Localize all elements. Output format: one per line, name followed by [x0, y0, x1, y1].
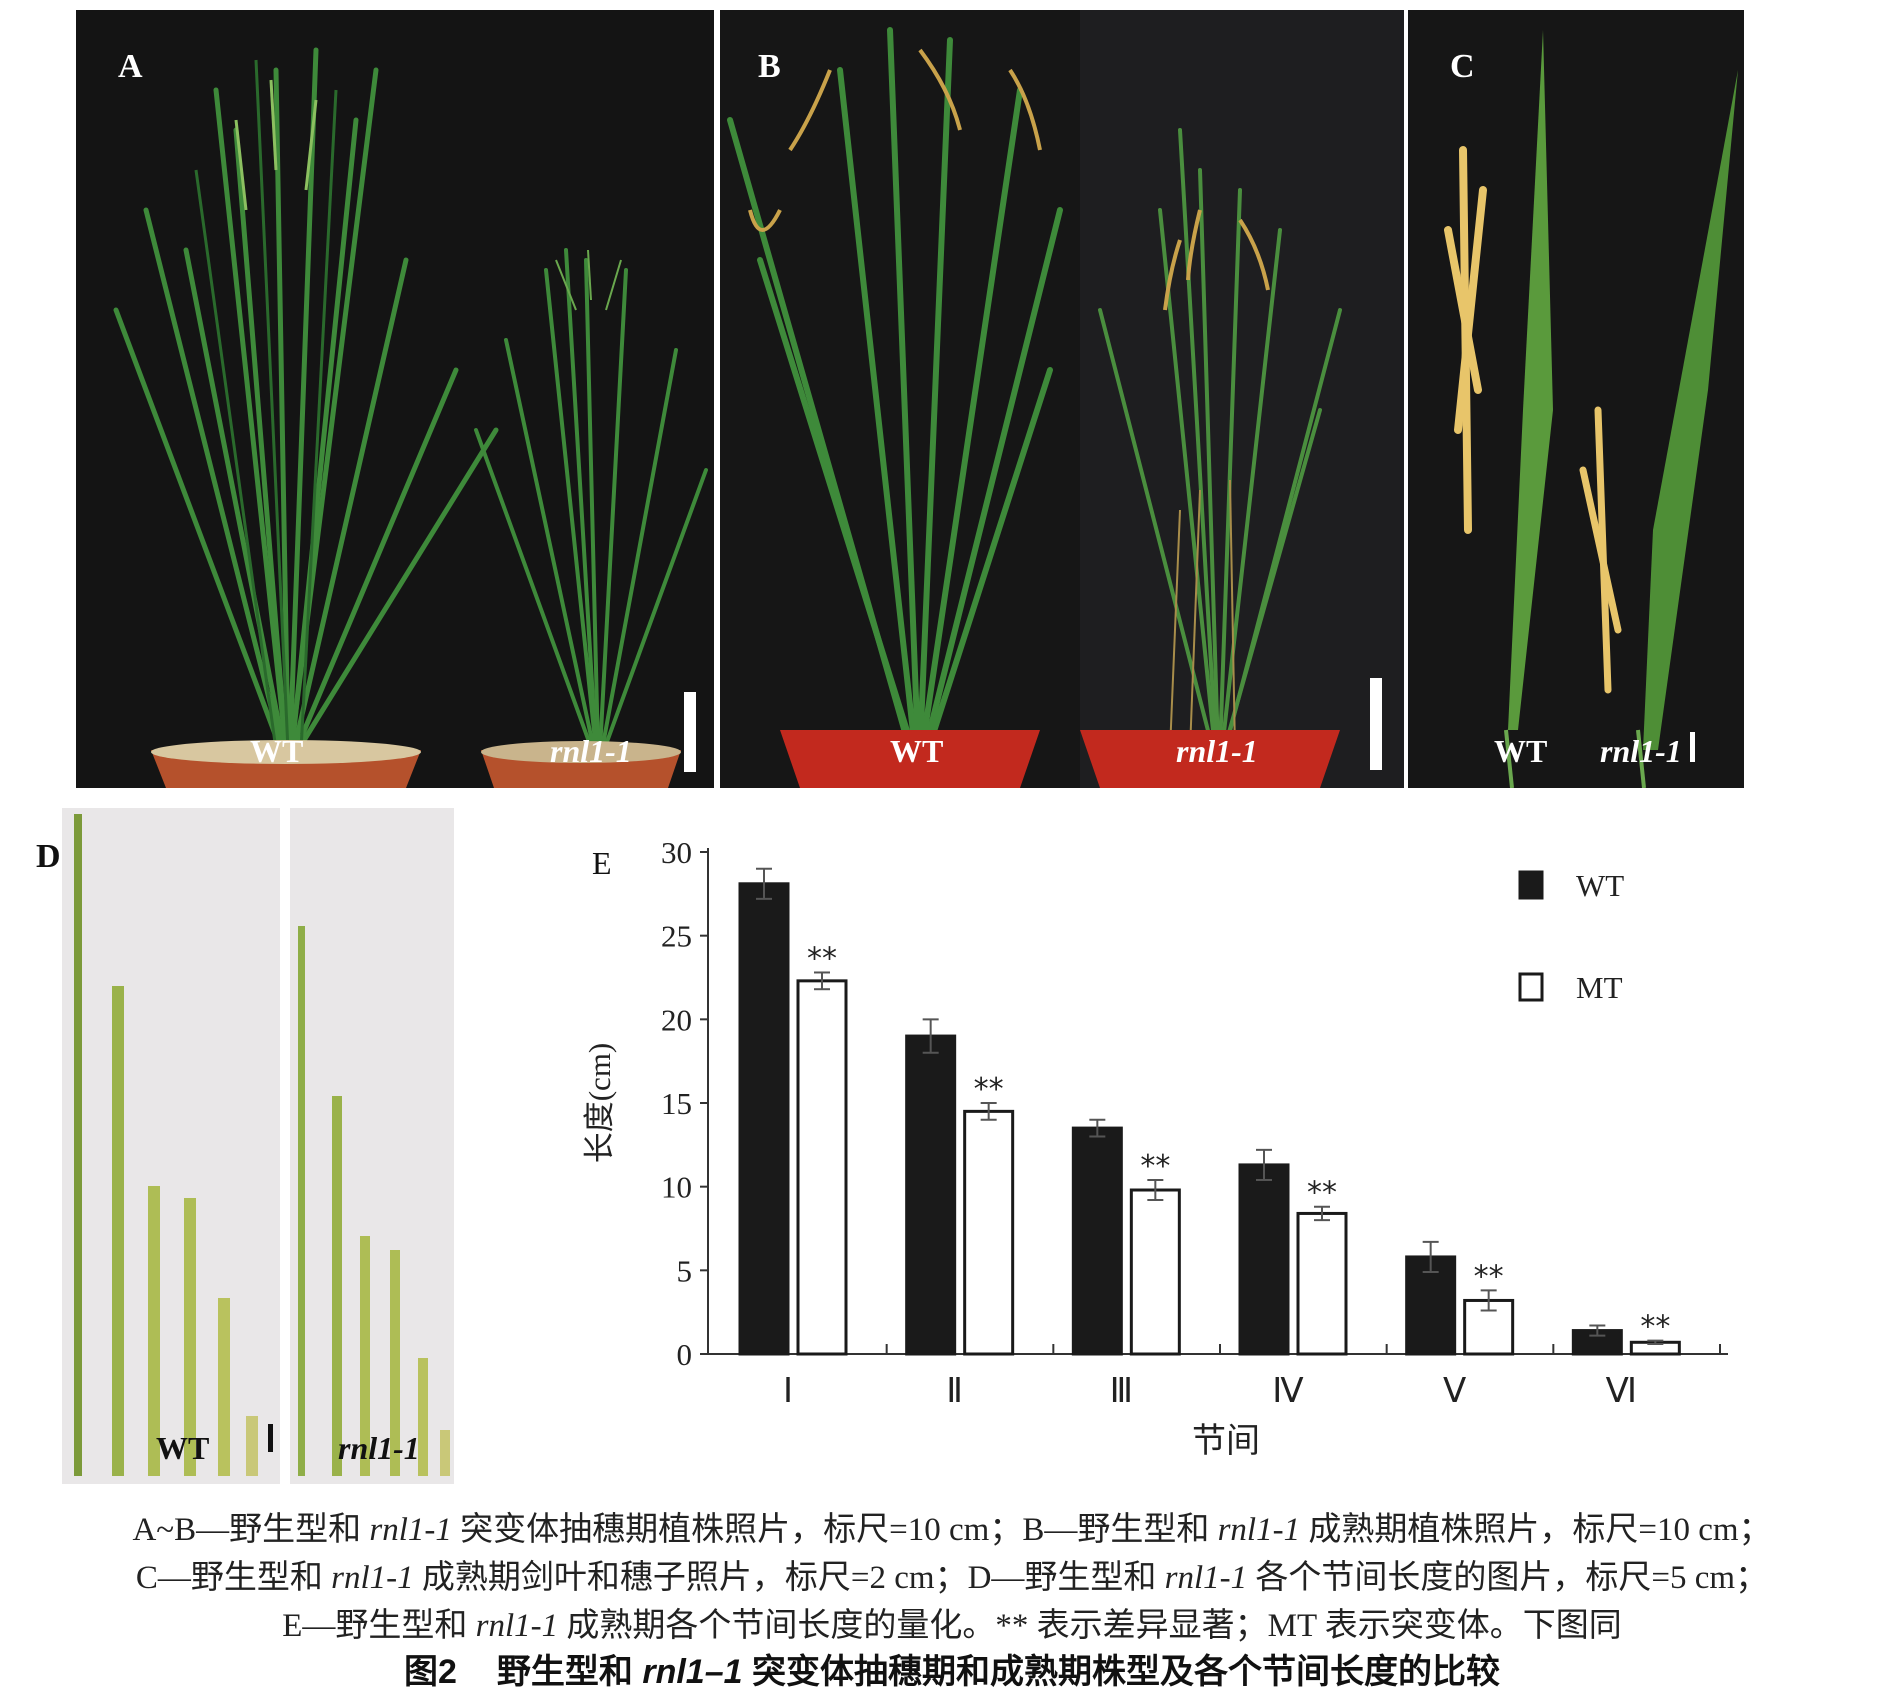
y-tick-label: 5: [677, 1253, 693, 1288]
bar-wt-2: [905, 1034, 957, 1356]
caption-text: 成熟期各个节间长度的量化。** 表示差异显著；MT 表示突变体。下图同: [558, 1608, 1622, 1644]
significance-marker: **: [1640, 1310, 1670, 1345]
caption-gene-name: rnl1-1: [475, 1608, 559, 1644]
panel-c-photo: C WT rnl1-1: [1408, 10, 1744, 788]
caption-gene-name: rnl1-1: [331, 1560, 414, 1596]
panel-b-plants: [727, 10, 1404, 788]
caption-text: C—野生型和: [135, 1560, 332, 1596]
y-tick-label: 10: [661, 1170, 692, 1205]
panel-a-mutant-label: rnl1-1: [550, 733, 632, 769]
figure-title: 图2 野生型和 rnl1–1 突变体抽穗期和成熟期株型及各个节间长度的比较: [0, 1644, 1904, 1693]
significance-marker: **: [974, 1072, 1004, 1107]
y-tick-label: 15: [661, 1086, 692, 1121]
caption-gene-name: rnl1-1: [369, 1512, 452, 1548]
caption-text: 突变体抽穗期植株照片，标尺=10 cm；B—野生型和: [451, 1512, 1218, 1548]
panel-d-scale-bar: [268, 1424, 273, 1452]
figure-title-gene: rnl1–1: [642, 1653, 743, 1691]
panel-c-mutant-label: rnl1-1: [1600, 733, 1682, 769]
caption-line-2: C—野生型和 rnl1-1 成熟期剑叶和穗子照片，标尺=2 cm；D—野生型和 …: [0, 1550, 1904, 1598]
panel-e-chart-svg: 051015202530E长度(cm)节间**Ⅰ**Ⅱ**Ⅲ**Ⅳ**Ⅴ**ⅥW…: [582, 835, 1728, 1460]
panel-b-wt-label: WT: [890, 733, 944, 769]
panel-c-scale-bar: [1690, 732, 1695, 762]
y-tick-label: 30: [661, 835, 692, 870]
panel-e-chart: 0 5 10 15 20 25 30 E 长度(cm) 节间 ** Ⅰ ** Ⅱ ** Ⅲ ** Ⅳ ** Ⅴ ** Ⅵ W…: [560, 812, 1760, 1472]
panel-b-photo: B WT rnl1-1: [720, 10, 1404, 788]
panel-b-scale-bar: [1370, 678, 1382, 770]
caption-line-1: A~B—野生型和 rnl1-1 突变体抽穗期植株照片，标尺=10 cm；B—野生…: [0, 1502, 1904, 1550]
panel-c-leaves: [1444, 30, 1738, 788]
x-axis-label: 节间: [1192, 1423, 1260, 1460]
panel-c-label: C: [1450, 48, 1475, 85]
panel-d-label: D: [36, 838, 61, 875]
y-axis-label: 长度(cm): [582, 1043, 617, 1164]
figure-title-text: 野生型和: [496, 1653, 643, 1691]
bar-mt-4: [1296, 1211, 1348, 1356]
x-tick-label: Ⅴ: [1443, 1373, 1466, 1410]
legend-swatch-wt: [1518, 870, 1544, 900]
bar-mt-2: [963, 1109, 1015, 1356]
figure-title-text: 突变体抽穗期和成熟期株型及各个节间长度的比较: [742, 1653, 1500, 1691]
panel-e-label: E: [592, 845, 612, 881]
significance-marker: **: [1307, 1176, 1337, 1211]
panel-d-wt-photo: WT: [62, 808, 280, 1484]
bar-mt-5: [1463, 1298, 1515, 1356]
figure-number: 图2: [403, 1653, 457, 1691]
legend-swatch-mt: [1518, 972, 1544, 1002]
bar-mt-3: [1129, 1188, 1181, 1356]
panel-a-wt-label: WT: [250, 733, 304, 769]
x-tick-label: Ⅵ: [1606, 1373, 1637, 1410]
x-tick-label: Ⅳ: [1272, 1373, 1304, 1410]
caption-gene-name: rnl1-1: [1164, 1560, 1248, 1596]
panel-a-label: A: [118, 48, 143, 85]
panel-b-label: B: [758, 48, 781, 85]
panel-c-wt-label: WT: [1494, 733, 1548, 769]
y-tick-label: 20: [661, 1002, 692, 1037]
x-tick-label: Ⅰ: [783, 1373, 793, 1410]
panel-a-scale-bar: [684, 692, 696, 772]
legend-label-wt: WT: [1576, 868, 1624, 903]
legend-label-mt: MT: [1576, 970, 1623, 1005]
significance-marker: **: [1140, 1149, 1170, 1184]
caption-text: 各个节间长度的图片，标尺=5 cm；: [1247, 1560, 1769, 1596]
significance-marker: **: [807, 941, 837, 976]
panel-a-plants: [113, 47, 708, 788]
bar-mt-1: [796, 979, 848, 1356]
y-tick-label: 25: [661, 919, 692, 954]
x-tick-label: Ⅲ: [1110, 1373, 1133, 1410]
panel-d-mutant-label: rnl1-1: [338, 1430, 420, 1466]
panel-d-wt-internodes: [74, 814, 258, 1476]
caption-text: 成熟期植株照片，标尺=10 cm；: [1300, 1512, 1772, 1548]
significance-marker: **: [1474, 1259, 1504, 1294]
caption-line-3: E—野生型和 rnl1-1 成熟期各个节间长度的量化。** 表示差异显著；MT …: [0, 1598, 1904, 1646]
caption-text: 成熟期剑叶和穗子照片，标尺=2 cm；D—野生型和: [413, 1560, 1165, 1596]
bar-wt-1: [738, 882, 790, 1356]
caption-gene-name: rnl1-1: [1217, 1512, 1301, 1548]
panel-d-wt-label: WT: [156, 1430, 210, 1466]
panel-a-photo: A WT rnl1-1: [76, 10, 714, 788]
bar-wt-3: [1071, 1126, 1123, 1356]
bar-wt-5: [1405, 1255, 1457, 1356]
caption-text: A~B—野生型和: [132, 1512, 370, 1548]
caption-text: E—野生型和: [282, 1608, 476, 1644]
panel-d-mutant-photo: rnl1-1: [290, 808, 454, 1484]
panel-b-mutant-label: rnl1-1: [1176, 733, 1258, 769]
y-tick-label: 0: [677, 1337, 693, 1372]
x-tick-label: Ⅱ: [946, 1373, 963, 1410]
bar-wt-4: [1238, 1163, 1290, 1356]
panel-d-mutant-internodes: [298, 926, 450, 1476]
